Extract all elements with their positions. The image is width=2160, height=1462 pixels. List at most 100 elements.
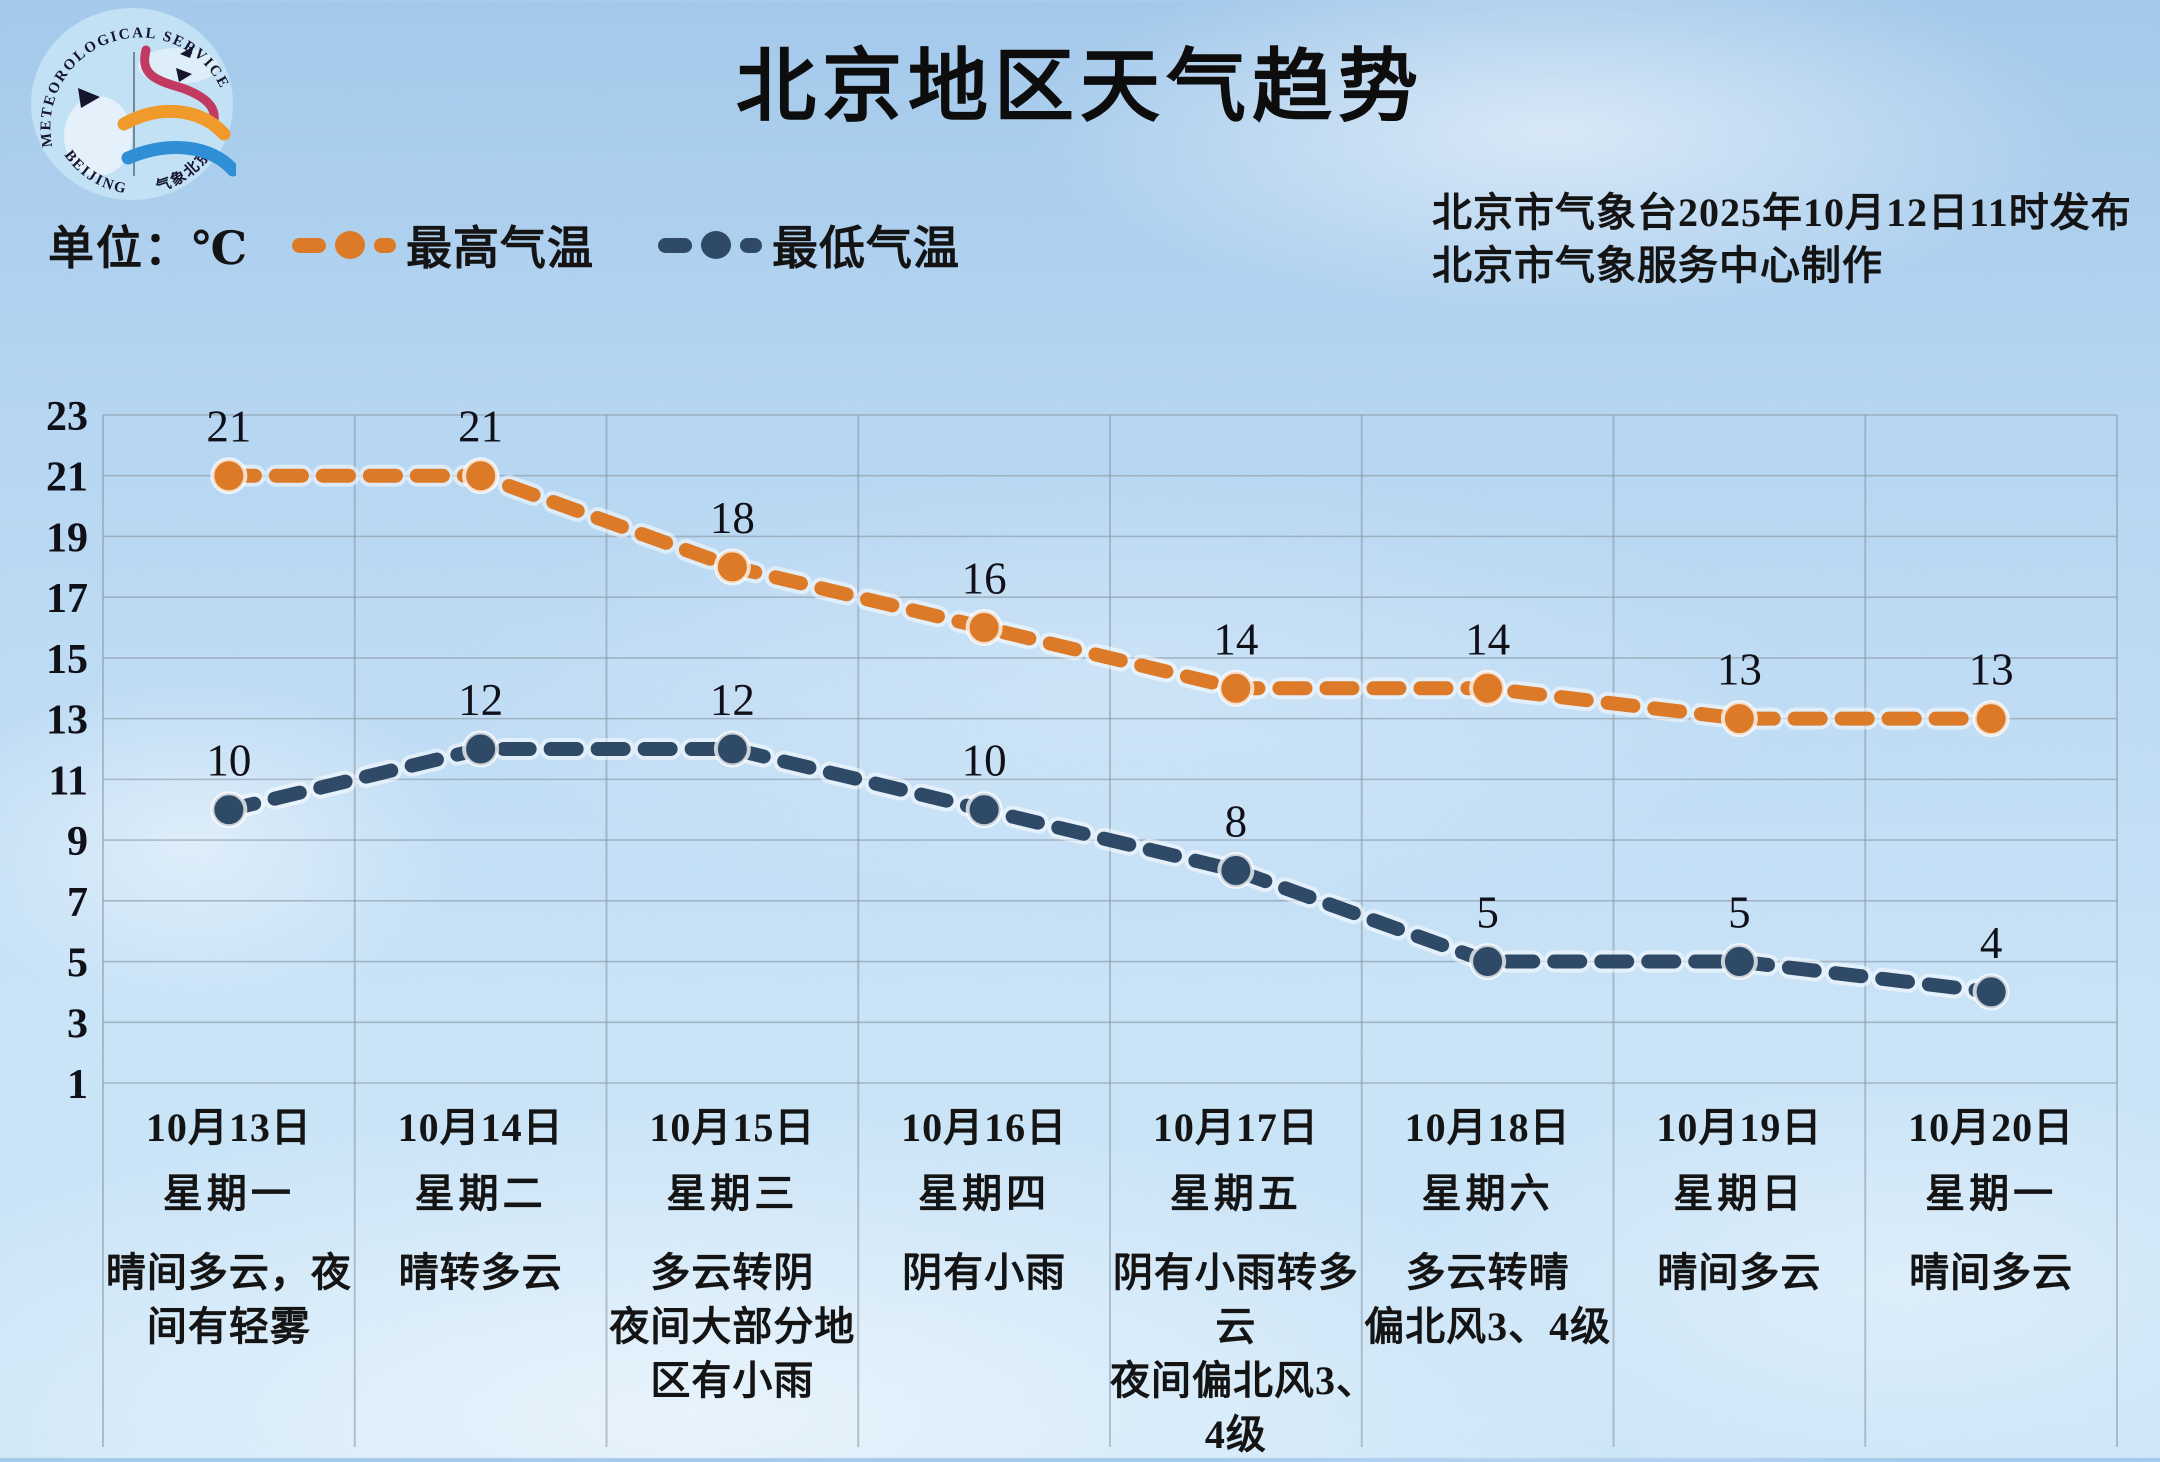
y-axis-tick-label: 7 bbox=[67, 880, 88, 926]
y-axis-tick-label: 1 bbox=[67, 1062, 88, 1108]
forecast-day-column: 10月20日 星期一晴间多云 bbox=[1865, 1100, 2117, 1462]
low-temp-value-label: 12 bbox=[710, 675, 755, 725]
forecast-day-column: 10月15日 星期三多云转阴夜间大部分地 区有小雨 bbox=[607, 1100, 859, 1462]
weather-description: 晴转多云 bbox=[355, 1246, 607, 1300]
high-temp-value-label: 14 bbox=[1213, 614, 1258, 664]
weekday-label: 星期四 bbox=[918, 1171, 1051, 1216]
high-temp-value-label: 18 bbox=[710, 493, 755, 543]
date-label: 10月18日 bbox=[1404, 1105, 1571, 1150]
date-label: 10月20日 bbox=[1908, 1105, 2075, 1150]
date-label: 10月13日 bbox=[145, 1105, 312, 1150]
date-label: 10月16日 bbox=[901, 1105, 1068, 1150]
low-temp-point bbox=[462, 730, 500, 768]
high-temp-point bbox=[965, 609, 1003, 647]
low-temp-point bbox=[713, 730, 751, 768]
date-label: 10月17日 bbox=[1152, 1105, 1319, 1150]
low-temp-value-label: 5 bbox=[1476, 888, 1499, 938]
weather-line: 晴间多云 bbox=[1909, 1250, 2074, 1295]
weekday-label: 星期一 bbox=[162, 1171, 295, 1216]
low-temp-value-label: 12 bbox=[458, 675, 503, 725]
logo-orange-ribbon bbox=[117, 104, 231, 141]
low-temp-point bbox=[1972, 973, 2010, 1011]
weather-line: 偏北风3、4级 bbox=[1364, 1304, 1612, 1349]
logo-plane-icon bbox=[180, 46, 194, 58]
forecast-day-column: 10月14日 星期二 晴转多云 bbox=[355, 1100, 607, 1462]
weather-description: 晴间多云 bbox=[1865, 1246, 2117, 1300]
legend-label-low-temp: 最低气温 bbox=[772, 223, 960, 274]
weather-description: 晴间多云 bbox=[1614, 1246, 1866, 1300]
high-temp-line-swatch bbox=[292, 231, 396, 259]
forecast-day-column: 10月18日 星期六多云转晴偏北风3、4级 bbox=[1362, 1100, 1614, 1462]
y-axis-tick-label: 17 bbox=[46, 576, 88, 622]
high-temp-point bbox=[1972, 700, 2010, 738]
low-temp-value-label: 5 bbox=[1728, 888, 1751, 938]
forecast-day-column: 10月16日 星期四阴有小雨 bbox=[858, 1100, 1110, 1462]
weekday-label: 星期一 bbox=[1925, 1171, 2058, 1216]
logo-blue-ribbon bbox=[121, 141, 236, 177]
y-axis-tick-label: 3 bbox=[67, 1001, 88, 1047]
logo-bird-icon bbox=[176, 68, 192, 82]
weather-line: 多云转阴 bbox=[650, 1250, 815, 1295]
high-temp-point bbox=[1217, 669, 1255, 707]
high-temp-value-label: 13 bbox=[1717, 645, 1762, 695]
logo-cloud bbox=[64, 96, 132, 176]
logo-red-ribbon bbox=[140, 45, 219, 125]
weekday-label: 星期三 bbox=[666, 1171, 799, 1216]
high-temp-point bbox=[713, 548, 751, 586]
page-title: 北京地区天气趋势 bbox=[736, 44, 1424, 132]
y-axis-tick-label: 5 bbox=[67, 941, 88, 987]
high-temp-point bbox=[210, 457, 248, 495]
low-temp-value-label: 10 bbox=[206, 736, 251, 786]
issued-line2: 北京市气象服务中心制作 bbox=[1432, 243, 1883, 288]
weather-line: 晴转多云 bbox=[398, 1250, 563, 1295]
weather-line: 晴间多云 bbox=[1657, 1250, 1822, 1295]
weather-line: 间有轻雾 bbox=[146, 1304, 311, 1349]
weather-line: 云 bbox=[1215, 1304, 1257, 1349]
date-label: 10月15日 bbox=[649, 1105, 816, 1150]
legend-label-high-temp: 最高气温 bbox=[406, 223, 594, 274]
low-temp-line-swatch bbox=[658, 231, 762, 259]
weekday-label: 星期日 bbox=[1673, 1171, 1806, 1216]
y-axis-tick-label: 21 bbox=[46, 455, 88, 501]
high-temp-point bbox=[462, 457, 500, 495]
low-temp-point bbox=[1720, 943, 1758, 981]
weekday-label: 星期六 bbox=[1421, 1171, 1554, 1216]
weekday-label: 星期二 bbox=[414, 1171, 547, 1216]
weather-line: 区有小雨 bbox=[650, 1358, 815, 1403]
y-axis-tick-label: 19 bbox=[46, 515, 88, 561]
forecast-day-column: 10月17日 星期五阴有小雨转多云夜间偏北风3、 4级 bbox=[1110, 1100, 1376, 1462]
weather-line: 4级 bbox=[1204, 1412, 1267, 1457]
issued-line1: 北京市气象台2025年10月12日11时发布 bbox=[1432, 190, 2132, 235]
low-temp-value-label: 8 bbox=[1225, 796, 1248, 846]
weather-description: 多云转阴夜间大部分地 区有小雨 bbox=[607, 1246, 859, 1408]
low-temp-line bbox=[221, 742, 1999, 999]
forecast-day-column: 10月19日 星期日 晴间多云 bbox=[1614, 1100, 1866, 1462]
low-temp-value-label: 4 bbox=[1980, 918, 2003, 968]
high-temp-point bbox=[1469, 669, 1507, 707]
forecast-day-column: 10月13日 星期一晴间多云，夜 间有轻雾 bbox=[103, 1100, 355, 1462]
high-temp-value-label: 21 bbox=[206, 402, 251, 452]
y-axis-tick-label: 13 bbox=[46, 698, 88, 744]
high-temp-value-label: 21 bbox=[458, 402, 503, 452]
high-temp-value-label: 14 bbox=[1465, 614, 1510, 664]
low-temp-point bbox=[965, 791, 1003, 829]
high-temp-point bbox=[1720, 700, 1758, 738]
weather-description: 多云转晴偏北风3、4级 bbox=[1362, 1246, 1614, 1354]
weather-description: 晴间多云，夜 间有轻雾 bbox=[103, 1246, 355, 1354]
low-temp-point bbox=[1217, 851, 1255, 889]
low-temp-point bbox=[1469, 943, 1507, 981]
high-temp-line bbox=[221, 468, 1999, 726]
chart-legend: 最高气温 最低气温 bbox=[292, 212, 960, 278]
y-axis-tick-label: 23 bbox=[46, 394, 88, 440]
weekday-label: 星期五 bbox=[1169, 1171, 1302, 1216]
weather-line: 多云转晴 bbox=[1405, 1250, 1570, 1295]
low-temp-point bbox=[210, 791, 248, 829]
weather-description: 阴有小雨转多云夜间偏北风3、 4级 bbox=[1110, 1246, 1376, 1462]
weather-line: 晴间多云，夜 bbox=[105, 1250, 352, 1295]
logo-bird-icon bbox=[78, 88, 100, 108]
weather-line: 夜间大部分地 bbox=[609, 1304, 856, 1349]
unit-label: 单位：℃ bbox=[48, 223, 250, 274]
weather-description: 阴有小雨 bbox=[858, 1246, 1110, 1300]
